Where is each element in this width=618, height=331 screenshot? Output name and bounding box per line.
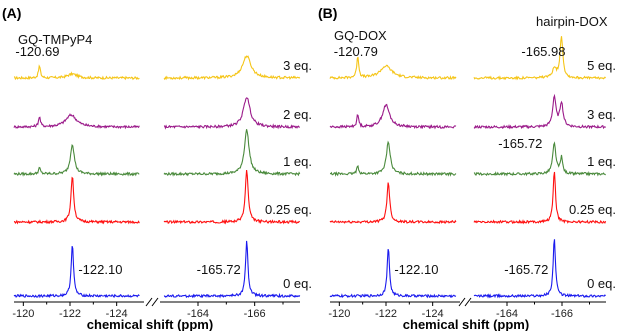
left-axis-tick-label-1: -120 <box>328 308 350 320</box>
axis-break-mark-2 <box>464 297 472 307</box>
trace-label-5: 0 eq. <box>587 276 616 291</box>
peak-annotation-1: -120.69 <box>15 44 59 59</box>
trace-right-1 <box>473 36 607 81</box>
trace-right-5 <box>163 240 301 299</box>
trace-label-2: 2 eq. <box>283 107 312 122</box>
trace-right-3 <box>473 141 606 177</box>
panel-b-title-right: hairpin-DOX <box>536 14 608 29</box>
peak-annotation-3: -165.72 <box>197 262 241 277</box>
axis-break-mark-2 <box>151 297 159 307</box>
trace-left-4 <box>13 176 140 225</box>
panel-a-label: (A) <box>2 5 21 21</box>
trace-left-3 <box>329 140 457 177</box>
peak-annotation-5: -165.72 <box>504 262 548 277</box>
trace-left-4 <box>329 182 457 225</box>
right-axis-tick-label-1: -164 <box>187 308 209 320</box>
panel-a-xlabel: chemical shift (ppm) <box>87 317 213 331</box>
panel-a-title-left: GQ-TMPyP4 <box>18 32 92 47</box>
panel-b-title-left: GQ-DOX <box>334 28 387 43</box>
peak-annotation-3: -165.72 <box>498 136 542 151</box>
trace-label-3: 1 eq. <box>587 154 616 169</box>
peak-annotation-1: -120.79 <box>334 44 378 59</box>
trace-right-1 <box>163 55 301 81</box>
trace-label-1: 5 eq. <box>587 58 616 73</box>
trace-label-3: 1 eq. <box>283 154 312 169</box>
trace-left-2 <box>329 103 457 130</box>
trace-right-4 <box>473 171 607 225</box>
trace-label-1: 3 eq. <box>283 58 312 73</box>
trace-right-2 <box>473 93 606 130</box>
panel-a: (A) GQ-TMPyP4 chemical shift (ppm) 3 eq.… <box>2 5 312 331</box>
left-axis-tick-label-1: -120 <box>12 308 34 320</box>
right-axis-tick-label-1: -164 <box>496 308 518 320</box>
trace-right-5 <box>473 239 606 299</box>
panel-b-label: (B) <box>318 5 337 21</box>
trace-label-5: 0 eq. <box>283 276 312 291</box>
axis-break-mark-1 <box>145 297 153 307</box>
trace-right-4 <box>163 170 300 225</box>
trace-right-3 <box>163 129 301 177</box>
trace-left-1 <box>329 56 457 80</box>
right-axis-tick-label-2: -166 <box>551 308 573 320</box>
axis-break-mark-1 <box>458 297 466 307</box>
trace-label-4: 0.25 eq. <box>265 202 312 217</box>
trace-left-1 <box>13 64 140 81</box>
trace-label-2: 3 eq. <box>587 107 616 122</box>
peak-annotation-2: -122.10 <box>78 262 122 277</box>
peak-annotation-4: -122.10 <box>394 262 438 277</box>
trace-label-4: 0.25 eq. <box>569 202 616 217</box>
left-axis-tick-label-3: -124 <box>106 308 128 320</box>
trace-left-5 <box>329 248 457 299</box>
panel-b-xlabel: chemical shift (ppm) <box>403 317 529 331</box>
trace-left-5 <box>13 246 140 299</box>
right-axis-tick-label-2: -166 <box>244 308 266 320</box>
trace-left-2 <box>13 113 140 130</box>
left-axis-tick-label-2: -122 <box>375 308 397 320</box>
left-axis-tick-label-3: -124 <box>422 308 444 320</box>
trace-left-3 <box>13 144 140 177</box>
panel-b: (B) GQ-DOX hairpin-DOX chemical shift (p… <box>318 5 616 331</box>
left-axis-tick-label-2: -122 <box>59 308 81 320</box>
trace-right-2 <box>163 97 300 130</box>
peak-annotation-2: -165.98 <box>521 44 565 59</box>
